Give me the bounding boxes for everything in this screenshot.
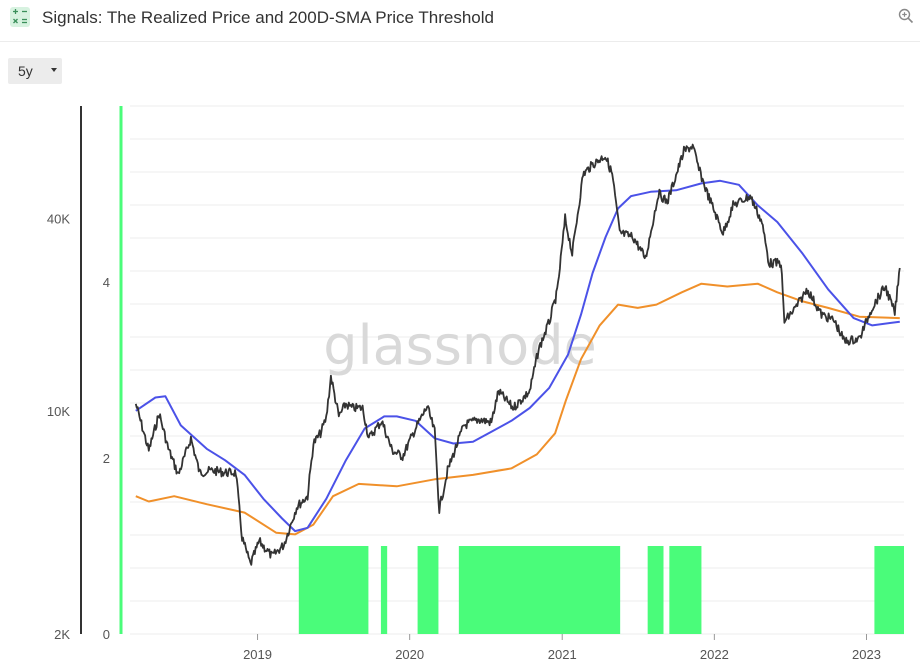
signal-bands: [298, 546, 904, 634]
signal-band: [458, 546, 621, 634]
x-tick-label: 2023: [852, 647, 881, 662]
signal-band: [647, 546, 664, 634]
y-tick-right: 0: [103, 627, 110, 642]
signal-band: [874, 546, 904, 634]
x-tick-label: 2021: [548, 647, 577, 662]
range-selector-value: 5y: [18, 63, 33, 79]
signal-band: [298, 546, 369, 634]
y-tick-right: 2: [103, 451, 110, 466]
signal-band: [669, 546, 702, 634]
y-tick-left: 2K: [54, 627, 70, 642]
series-line-price: [134, 143, 901, 566]
chart-title: Signals: The Realized Price and 200D-SMA…: [42, 8, 494, 27]
zoom-in-icon[interactable]: [898, 8, 914, 24]
chart-header: Signals: The Realized Price and 200D-SMA…: [0, 0, 920, 42]
series-lines: [134, 143, 901, 566]
signal-band: [380, 546, 388, 634]
watermark-text: glassnode: [323, 314, 596, 377]
y-tick-right: 4: [103, 275, 110, 290]
x-tick-label: 2022: [700, 647, 729, 662]
x-tick-label: 2020: [395, 647, 424, 662]
range-selector[interactable]: 5y: [8, 58, 62, 84]
x-tick-label: 2019: [243, 647, 272, 662]
y-tick-left: 10K: [47, 404, 70, 419]
series-line-realized: [135, 282, 900, 536]
series-line-sma200: [135, 179, 900, 533]
calculator-icon: [10, 7, 30, 27]
caret-down-icon: [51, 68, 57, 72]
grid-lines: [130, 105, 904, 635]
signal-band: [417, 546, 439, 634]
axis-ticks: 2K 10K 40K 0 2 4 2019 2020 2021 2022 2023: [47, 211, 881, 662]
y-tick-left: 40K: [47, 211, 70, 226]
